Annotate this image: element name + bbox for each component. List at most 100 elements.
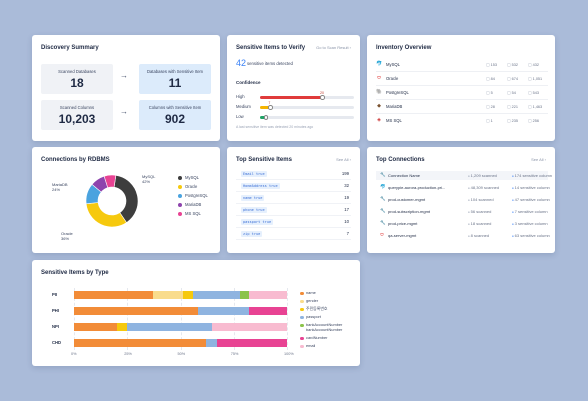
inventory-row-mysql[interactable]: 🐬MySQL 153 532 432 bbox=[376, 60, 548, 70]
confidence-count: 20 bbox=[320, 91, 324, 95]
x-tick-label: 100% bbox=[284, 352, 294, 356]
by-type-title: Sensitive Items by Type bbox=[41, 270, 109, 276]
type-legend-label: passport bbox=[306, 314, 321, 319]
sensitive-item-count: 199 bbox=[341, 171, 349, 176]
bar-segment-주민등록번호[interactable] bbox=[182, 291, 194, 299]
top-sensitive-see-all-link[interactable]: See All › bbox=[336, 157, 351, 162]
connection-row[interactable]: 🐬querypie-aurora-production-pri... 48,309… bbox=[376, 182, 550, 193]
bar-segment-name[interactable] bbox=[74, 339, 207, 347]
sensitive-item-row[interactable]: phone true 17 bbox=[236, 205, 351, 216]
confidence-bar-handle[interactable] bbox=[263, 115, 269, 120]
donut-label-mysql: MySQL 42% bbox=[142, 174, 156, 184]
legend-item-postgresql[interactable]: PostgreSQL bbox=[178, 193, 208, 198]
mysql-icon: 🐬 bbox=[376, 61, 383, 67]
top-connections-see-all-link[interactable]: See All › bbox=[531, 157, 546, 162]
connection-name: prod-subscription-mgmt bbox=[388, 209, 431, 214]
type-legend-swatch bbox=[300, 315, 304, 319]
bar-segment-name[interactable] bbox=[74, 291, 153, 299]
category-label-phi: PHI bbox=[52, 308, 59, 313]
type-legend-label: email bbox=[306, 343, 316, 348]
connection-row[interactable]: 🔧prod-customer-mgmt 104 scanned 47 sensiti… bbox=[376, 194, 550, 205]
donut-label-oracle: Oracle 36% bbox=[61, 231, 73, 241]
legend-item-mysql[interactable]: MySQL bbox=[178, 175, 199, 180]
scanned-databases-value: 18 bbox=[70, 75, 84, 90]
confidence-bar-track: 7 bbox=[260, 101, 354, 110]
inventory-row-divider bbox=[376, 113, 548, 114]
connections-by-rdbms-card: Connections by RDBMS MySQL 42% MariaDB 2… bbox=[32, 147, 220, 253]
bar-segment-gender[interactable] bbox=[152, 291, 183, 299]
confidence-row-medium[interactable]: Medium 7 bbox=[236, 101, 354, 112]
bar-segment-cardnumber[interactable] bbox=[248, 307, 287, 315]
connection-row[interactable]: 🔧prod-price-mgmt 18 scanned 3 sensitive co… bbox=[376, 218, 548, 229]
inventory-stat-b: 54 bbox=[507, 90, 516, 95]
sensitive-item-row[interactable]: name true 19 bbox=[236, 193, 351, 204]
arrow-right-icon: → bbox=[120, 107, 128, 116]
inventory-row-oracle[interactable]: ⬭ Oracle 84 674 1,051 bbox=[376, 74, 548, 84]
bar-segment-email[interactable] bbox=[212, 323, 287, 331]
bar-segment-name[interactable] bbox=[74, 307, 198, 315]
top-connections-card: Top Connections See All › 🔧 Connection Na… bbox=[367, 147, 555, 253]
bar-segment-주민등록번호[interactable] bbox=[116, 323, 128, 331]
inventory-stat-b: 221 bbox=[507, 104, 518, 109]
type-legend-label: 주민등록번호 bbox=[306, 306, 328, 311]
columns-sensitive-box[interactable]: Columns with Sensitive Item 902 bbox=[139, 100, 211, 130]
inventory-stat-b: 235 bbox=[507, 118, 518, 123]
sensitive-item-row[interactable]: HomeAddress true 32 bbox=[236, 181, 351, 192]
scanned-columns-box[interactable]: Scanned Columns 10,203 bbox=[41, 100, 113, 130]
inventory-row-mariadb[interactable]: ◆ MariaDB 28 221 1,463 bbox=[376, 102, 548, 112]
connection-row[interactable]: ⬭ qa-server-mgmt 8 scanned 63 sensitive col… bbox=[376, 230, 550, 241]
donut-slice-mssql[interactable] bbox=[103, 174, 117, 189]
go-to-scan-result-link[interactable]: Go to Scan Result › bbox=[316, 45, 351, 50]
sensitive-item-row[interactable]: zip true 7 bbox=[236, 229, 351, 240]
connection-scanned: 8 scanned bbox=[468, 233, 489, 238]
sensitive-item-row[interactable]: Email true 199 bbox=[236, 169, 351, 180]
type-legend-swatch bbox=[300, 291, 304, 295]
legend-swatch bbox=[178, 193, 182, 198]
stacked-bar-chd[interactable] bbox=[74, 339, 287, 347]
confidence-bar-handle[interactable] bbox=[320, 95, 325, 100]
category-label-npi: NPI bbox=[52, 324, 59, 329]
sensitive-item-row[interactable]: passport true 10 bbox=[236, 217, 351, 228]
top-connections-header: 🔧Connection Name 1,209 scanned 174 sensiti… bbox=[376, 170, 552, 181]
inventory-db-name: PostgreSQL bbox=[386, 90, 409, 95]
stacked-bar-pii[interactable] bbox=[74, 291, 287, 299]
confidence-row-high[interactable]: High 20 bbox=[236, 91, 354, 102]
confidence-count: 7 bbox=[268, 101, 271, 105]
legend-item-oracle[interactable]: Oracle bbox=[178, 184, 197, 189]
stacked-bar-npi[interactable] bbox=[74, 323, 287, 331]
discovery-summary-title: Discovery Summary bbox=[41, 45, 99, 51]
legend-item-ms-sql[interactable]: MS SQL bbox=[178, 211, 201, 216]
confidence-row-low[interactable]: Low bbox=[236, 112, 354, 122]
category-label-pii: PII bbox=[52, 292, 58, 297]
connection-row[interactable]: 🔧prod-subscription-mgmt 56 scanned 7 sensi… bbox=[376, 206, 548, 217]
top-sensitive-items-card: Top Sensitive Items See All › Email true… bbox=[227, 147, 360, 253]
bar-segment-passport[interactable] bbox=[127, 323, 213, 331]
bar-segment-bankaccountnumber[interactable] bbox=[240, 291, 249, 299]
legend-item-mariadb[interactable]: MariaDB bbox=[178, 202, 201, 207]
bar-segment-passport[interactable] bbox=[197, 307, 249, 315]
stacked-bar-phi[interactable] bbox=[74, 307, 287, 315]
databases-sensitive-box[interactable]: Databases with Sensitive Item 11 bbox=[139, 64, 211, 94]
scanned-databases-box[interactable]: Scanned Databases 18 bbox=[41, 64, 113, 94]
type-legend-label: gender bbox=[306, 298, 319, 303]
chart-gridline bbox=[287, 288, 288, 350]
confidence-level-label: Medium bbox=[236, 104, 251, 109]
bar-segment-passport[interactable] bbox=[193, 291, 241, 299]
connection-name: Connection Name bbox=[388, 173, 421, 178]
inventory-db-name: MySQL bbox=[386, 62, 400, 67]
bar-segment-email[interactable] bbox=[248, 291, 287, 299]
type-legend-swatch bbox=[300, 323, 304, 327]
bar-segment-name[interactable] bbox=[74, 323, 117, 331]
inventory-title: Inventory Overview bbox=[376, 45, 432, 51]
inventory-row-divider bbox=[376, 85, 548, 86]
donut-slice-oracle[interactable] bbox=[85, 202, 127, 228]
inventory-row-ms-sql[interactable]: ◈ MS SQL 1 235 256 bbox=[376, 116, 548, 126]
bar-segment-cardnumber[interactable] bbox=[216, 339, 287, 347]
bar-segment-passport[interactable] bbox=[206, 339, 217, 347]
inventory-row-postgresql[interactable]: 🐘PostgreSQL 5 54 543 bbox=[376, 88, 548, 98]
connection-scanned: 1,209 scanned bbox=[468, 173, 497, 178]
connection-db-icon: ⬭ bbox=[380, 232, 384, 237]
confidence-bar-handle[interactable] bbox=[268, 105, 273, 110]
sensitive-items-verify-card: Sensitive Items to Verify Go to Scan Res… bbox=[227, 35, 360, 141]
donut-label-mariadb: MariaDB 24% bbox=[52, 182, 68, 192]
